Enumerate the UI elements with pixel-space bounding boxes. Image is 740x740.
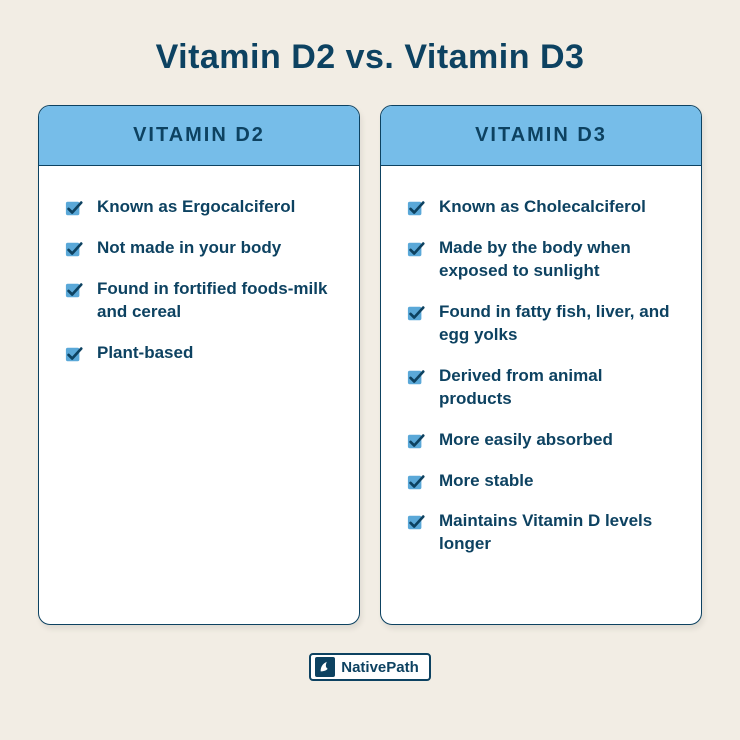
list-item: Known as Ergocalciferol xyxy=(65,196,337,219)
check-icon xyxy=(407,513,425,531)
item-text: More stable xyxy=(439,470,533,493)
logo-icon xyxy=(315,657,335,677)
list-item: More easily absorbed xyxy=(407,429,679,452)
list-item: Found in fortified foods-milk and cereal xyxy=(65,278,337,324)
card-d2: VITAMIN D2 Known as Ergocalciferol Not m… xyxy=(38,105,360,625)
list-item: Known as Cholecalciferol xyxy=(407,196,679,219)
check-icon xyxy=(65,199,83,217)
list-item: More stable xyxy=(407,470,679,493)
comparison-cards: VITAMIN D2 Known as Ergocalciferol Not m… xyxy=(0,105,740,625)
list-item: Made by the body when exposed to sunligh… xyxy=(407,237,679,283)
check-icon xyxy=(65,281,83,299)
item-text: Known as Ergocalciferol xyxy=(97,196,295,219)
list-item: Not made in your body xyxy=(65,237,337,260)
item-text: Not made in your body xyxy=(97,237,281,260)
check-icon xyxy=(407,432,425,450)
item-text: More easily absorbed xyxy=(439,429,613,452)
page-title: Vitamin D2 vs. Vitamin D3 xyxy=(156,38,585,77)
card-d3-header: VITAMIN D3 xyxy=(381,106,701,166)
item-text: Plant-based xyxy=(97,342,193,365)
card-d2-header: VITAMIN D2 xyxy=(39,106,359,166)
item-text: Found in fatty fish, liver, and egg yolk… xyxy=(439,301,679,347)
check-icon xyxy=(407,473,425,491)
check-icon xyxy=(65,345,83,363)
card-d3-body: Known as Cholecalciferol Made by the bod… xyxy=(381,166,701,594)
item-text: Made by the body when exposed to sunligh… xyxy=(439,237,679,283)
check-icon xyxy=(407,304,425,322)
check-icon xyxy=(407,368,425,386)
list-item: Maintains Vitamin D levels longer xyxy=(407,510,679,556)
list-item: Plant-based xyxy=(65,342,337,365)
check-icon xyxy=(407,240,425,258)
list-item: Derived from animal products xyxy=(407,365,679,411)
item-text: Derived from animal products xyxy=(439,365,679,411)
list-item: Found in fatty fish, liver, and egg yolk… xyxy=(407,301,679,347)
item-text: Maintains Vitamin D levels longer xyxy=(439,510,679,556)
item-text: Found in fortified foods-milk and cereal xyxy=(97,278,337,324)
card-d3: VITAMIN D3 Known as Cholecalciferol Made… xyxy=(380,105,702,625)
card-d2-body: Known as Ergocalciferol Not made in your… xyxy=(39,166,359,403)
check-icon xyxy=(65,240,83,258)
brand-logo: NativePath xyxy=(309,653,431,681)
check-icon xyxy=(407,199,425,217)
logo-text: NativePath xyxy=(341,659,419,676)
item-text: Known as Cholecalciferol xyxy=(439,196,646,219)
